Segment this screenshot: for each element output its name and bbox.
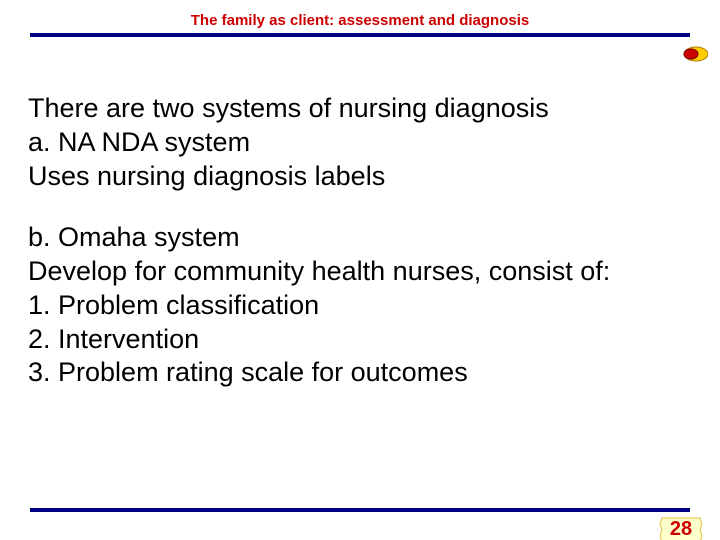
paragraph-gap (28, 193, 692, 221)
line: Uses nursing diagnosis labels (28, 160, 692, 194)
line: There are two systems of nursing diagnos… (28, 92, 692, 126)
line: Develop for community health nurses, con… (28, 255, 692, 289)
horizontal-rule-top (30, 33, 690, 37)
line: 1. Problem classification (28, 289, 692, 323)
line: a. NA NDA system (28, 126, 692, 160)
horizontal-rule-bottom (30, 508, 690, 512)
line: 3. Problem rating scale for outcomes (28, 356, 692, 390)
page-number: 28 (658, 514, 704, 540)
line: 2. Intervention (28, 323, 692, 357)
page-number-badge: 28 (658, 514, 704, 540)
decorative-arrow-icon (672, 46, 708, 62)
body-text: There are two systems of nursing diagnos… (28, 92, 692, 390)
line: b. Omaha system (28, 221, 692, 255)
slide-title: The family as client: assessment and dia… (0, 12, 720, 29)
slide: The family as client: assessment and dia… (0, 12, 720, 540)
